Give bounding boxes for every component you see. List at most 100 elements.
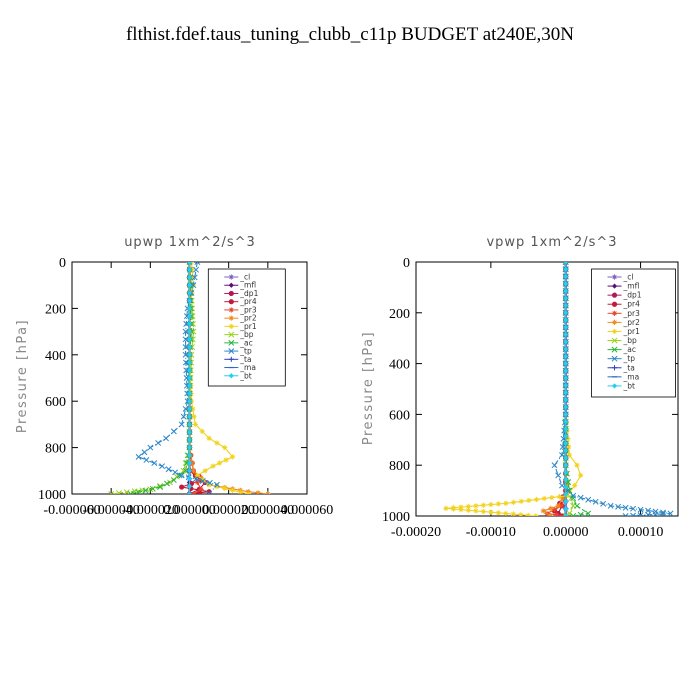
series-pr1-marker [566, 444, 572, 450]
legend-label: _bp [623, 336, 638, 345]
series-bt-marker [563, 513, 569, 516]
series-pr1-marker [222, 485, 228, 492]
legend-label: _pr4 [239, 297, 257, 306]
legend-label: _ma [623, 372, 640, 381]
legend-pr4-marker [228, 299, 234, 305]
x-tick-label: 0.000040 [242, 503, 295, 518]
series-tp-marker [135, 453, 142, 460]
series-tp-marker [622, 504, 629, 511]
series-pr1-marker [503, 500, 509, 506]
series-bt-marker [186, 262, 193, 265]
series-pr2-marker [190, 468, 197, 474]
series-bt-marker [563, 331, 569, 338]
series-bt-marker [186, 421, 193, 427]
series-tp-marker [147, 444, 154, 451]
series-tp-marker [182, 351, 189, 358]
legend-label: _pr4 [623, 300, 641, 309]
legend-label: _pr1 [239, 322, 257, 331]
series-bt-marker [186, 375, 193, 381]
series-pr2-marker [540, 508, 546, 514]
plot-area-vpwp: 0 200 400 600 800 1000-0.00020 -0.00010 0.00000… [382, 256, 679, 540]
series-bt-marker [186, 429, 193, 435]
series-tp-marker [163, 435, 169, 442]
legend-ta-marker [611, 365, 618, 371]
legend-dp1-marker [228, 290, 234, 297]
series-tp-marker [191, 274, 198, 281]
y-tick-label: 1000 [38, 488, 66, 503]
series-ac-marker [183, 460, 190, 467]
series-bt-marker [563, 426, 569, 432]
series-bt-marker [563, 353, 569, 359]
series-pr2-marker [548, 505, 554, 511]
series-tp-marker [183, 313, 190, 320]
y-axis-label-vpwp: Pressure [hPa] [361, 331, 376, 445]
legend-mfl-marker [228, 282, 234, 288]
series-bt-marker [563, 295, 569, 301]
legend-cl-marker [228, 274, 234, 280]
figure-title: flthist.fdef.taus_tuning_clubb_c11p BUDG… [126, 24, 574, 45]
series-bt-marker [186, 475, 193, 482]
legend-label: _ta [239, 355, 251, 364]
series-tp-marker [615, 503, 622, 510]
series-pr1-marker [191, 414, 197, 420]
x-tick-label: -0.000040 [83, 503, 140, 518]
series-pr1-marker [526, 497, 532, 504]
legend-label: _pr2 [239, 314, 257, 323]
series-pr1-marker [518, 512, 524, 516]
series-tp-marker [206, 479, 213, 486]
y-tick-label: 400 [389, 358, 410, 373]
series-ac-marker [135, 489, 142, 494]
x-tick-label: 0.00000 [543, 525, 589, 540]
series-tp-marker [141, 449, 148, 456]
series-tp-marker [600, 500, 607, 507]
series-bt-marker [186, 406, 193, 412]
series-bt-marker [186, 282, 193, 288]
series-pr1-marker [202, 468, 208, 474]
series-bt-marker [186, 267, 193, 273]
series-bt-marker [186, 274, 193, 281]
y-tick-label: 1000 [382, 510, 410, 525]
legend-label: _pr2 [623, 318, 641, 327]
y-tick-label: 600 [45, 395, 66, 410]
legend-bp-marker [611, 337, 618, 344]
legend-dp1-marker [611, 292, 618, 298]
series-bt-marker [186, 352, 193, 358]
series-bt-marker [186, 460, 193, 466]
panel-title-vpwp: vpwp 1xm^2/s^3 [486, 235, 617, 250]
series-pr4-marker [179, 484, 185, 490]
series-line-tp [137, 262, 218, 494]
y-tick-label: 0 [403, 256, 410, 271]
series-tp-marker [182, 328, 189, 335]
series-pr2-marker [564, 479, 570, 485]
series-pr3-marker [194, 479, 200, 485]
series-bt-marker [186, 491, 193, 494]
series-pr2-marker [555, 503, 561, 509]
series-bt-marker [186, 437, 193, 443]
series-bt-marker [563, 262, 569, 265]
series-tp-marker [562, 262, 569, 265]
series-line-pr4 [179, 262, 210, 494]
y-tick-label: 200 [45, 302, 66, 317]
series-bt-marker [563, 324, 569, 330]
series-bt-marker [563, 317, 569, 323]
legend-pr1-marker [611, 328, 618, 335]
series-ac-marker [577, 511, 584, 516]
series-bt-marker [186, 398, 193, 404]
series-tp-marker [652, 511, 659, 516]
series-ac-marker [182, 467, 189, 474]
series-tp-marker [645, 511, 652, 516]
series-bt-marker [186, 290, 193, 296]
series-bt-marker [563, 339, 569, 345]
series-tp-marker [159, 463, 166, 470]
series-tp-marker [182, 405, 189, 412]
series-pr1-marker [194, 472, 200, 479]
series-pr3-marker [559, 503, 565, 509]
series-bt-marker [186, 313, 193, 319]
series-ac-marker [570, 513, 577, 516]
series-bp-marker [123, 489, 130, 494]
y-tick-label: 600 [389, 408, 410, 423]
panel-vpwp: vpwp 1xm^2/s^3 Pressure [hPa] 0 200 400 600… [361, 235, 679, 540]
series-tp-marker [183, 320, 190, 327]
series-bt-marker [563, 440, 569, 447]
series-tp-marker [182, 336, 189, 343]
